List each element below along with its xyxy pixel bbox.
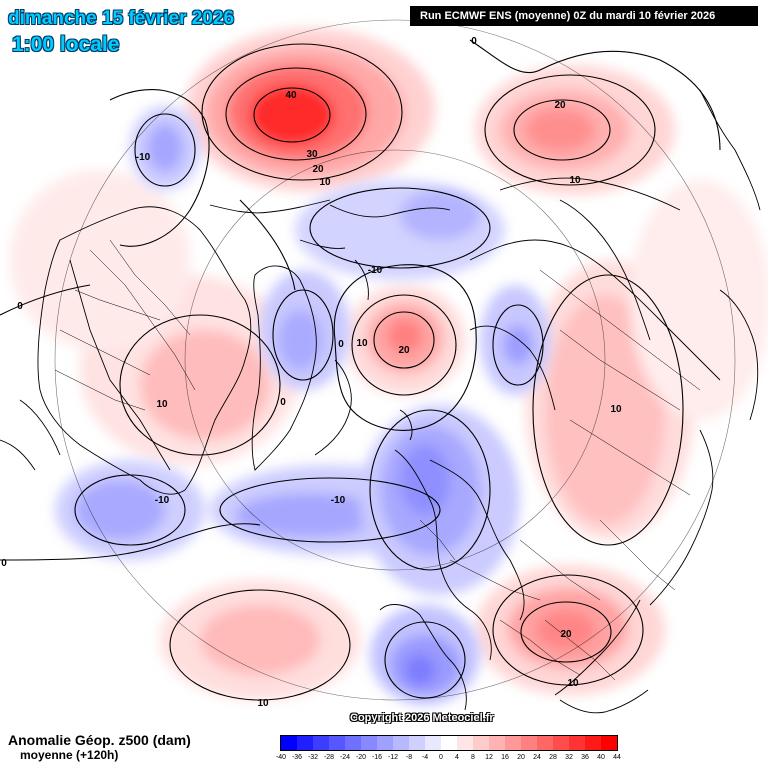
color-scale-swatch bbox=[441, 736, 457, 750]
color-scale-swatch bbox=[329, 736, 345, 750]
color-scale-label: 20 bbox=[517, 754, 525, 761]
color-scale-swatch bbox=[553, 736, 569, 750]
contour-label: 30 bbox=[306, 149, 318, 160]
color-scale-label: 12 bbox=[485, 754, 493, 761]
forecast-time: 1:00 locale bbox=[12, 33, 120, 56]
color-scale-swatch bbox=[345, 736, 361, 750]
color-scale-swatch bbox=[585, 736, 601, 750]
color-scale-swatch bbox=[313, 736, 329, 750]
contour-label: 10 bbox=[569, 175, 581, 186]
color-scale-swatch bbox=[457, 736, 473, 750]
color-scale-label: 4 bbox=[455, 754, 459, 761]
color-scale-label: 0 bbox=[439, 754, 443, 761]
color-scale-swatch bbox=[473, 736, 489, 750]
color-scale-swatch bbox=[601, 736, 617, 750]
color-scale-label: 28 bbox=[549, 754, 557, 761]
contour-label: 10 bbox=[356, 338, 368, 349]
color-scale-label: -40 bbox=[275, 754, 287, 761]
color-scale-label: -36 bbox=[291, 754, 303, 761]
color-scale-label: -12 bbox=[387, 754, 399, 761]
contour-label: 10 bbox=[156, 399, 168, 410]
color-scale-label: 40 bbox=[597, 754, 605, 761]
color-scale-label: -4 bbox=[421, 754, 429, 761]
color-scale-swatch bbox=[361, 736, 377, 750]
color-scale-label: 36 bbox=[581, 754, 589, 761]
contour-labels: 40 30 20 10 0 20 10 -10 -10 0 20 10 0 0 10 10 -10 -10 0 20 1… bbox=[1, 36, 622, 709]
negative-anomaly-areas bbox=[55, 106, 550, 705]
contour-label: 20 bbox=[312, 164, 324, 175]
contour-label: 10 bbox=[319, 177, 331, 188]
color-scale-swatch bbox=[377, 736, 393, 750]
color-scale-label: 32 bbox=[565, 754, 573, 761]
color-scale-swatch bbox=[537, 736, 553, 750]
color-scale-swatch bbox=[297, 736, 313, 750]
contour-label: 20 bbox=[560, 629, 572, 640]
anomaly-contours bbox=[0, 39, 721, 701]
contour-label: 0 bbox=[338, 339, 344, 350]
contour-label: 10 bbox=[257, 698, 269, 709]
color-scale-label: -24 bbox=[339, 754, 351, 761]
color-scale-label: 24 bbox=[533, 754, 541, 761]
forecast-date: dimanche 15 février 2026 bbox=[8, 8, 235, 29]
legend-title: Anomalie Géop. z500 (dam) bbox=[8, 732, 191, 748]
contour-label: 20 bbox=[554, 100, 566, 111]
contour-label: -10 bbox=[368, 265, 383, 276]
contour-label: -10 bbox=[136, 152, 151, 163]
color-scale-swatch bbox=[489, 736, 505, 750]
color-scale-label: -20 bbox=[355, 754, 367, 761]
color-scale-label: -16 bbox=[371, 754, 383, 761]
color-scale-swatch bbox=[505, 736, 521, 750]
contour-label: -10 bbox=[155, 495, 170, 506]
contour-label: -10 bbox=[331, 495, 346, 506]
contour-label: 10 bbox=[567, 678, 579, 689]
contour-label: 0 bbox=[280, 397, 286, 408]
contour-label: 10 bbox=[610, 404, 622, 415]
color-scale-label: -8 bbox=[405, 754, 413, 761]
color-scale-label: 16 bbox=[501, 754, 509, 761]
contour-label: 0 bbox=[471, 36, 477, 47]
contour-label: 40 bbox=[285, 90, 297, 101]
color-scale-label: -28 bbox=[323, 754, 335, 761]
model-run-banner: Run ECMWF ENS (moyenne) 0Z du mardi 10 f… bbox=[410, 6, 758, 26]
color-scale-label: 44 bbox=[613, 754, 621, 761]
contour-label: 20 bbox=[398, 345, 410, 356]
color-scale-labels: -40 -36 -32 -28 -24 -20 -16 -12 -8 -4 0 4 8 12 16 20 24 2… bbox=[276, 754, 621, 766]
color-scale-swatch bbox=[521, 736, 537, 750]
copyright-text: Copyright 2026 Meteociel.fr bbox=[350, 712, 494, 724]
color-scale-label: -32 bbox=[307, 754, 319, 761]
contour-label: 0 bbox=[17, 301, 23, 312]
color-scale-swatch bbox=[281, 736, 297, 750]
color-scale-swatch bbox=[409, 736, 425, 750]
color-scale-swatch bbox=[425, 736, 441, 750]
color-scale-bar bbox=[280, 735, 618, 751]
color-scale-swatch bbox=[393, 736, 409, 750]
color-scale-label: 8 bbox=[471, 754, 475, 761]
country-borders bbox=[54, 239, 701, 681]
color-scale-swatch bbox=[569, 736, 585, 750]
legend-subtitle: moyenne (+120h) bbox=[20, 748, 119, 762]
contour-label: 0 bbox=[1, 558, 7, 569]
latitude-circles bbox=[54, 19, 736, 701]
